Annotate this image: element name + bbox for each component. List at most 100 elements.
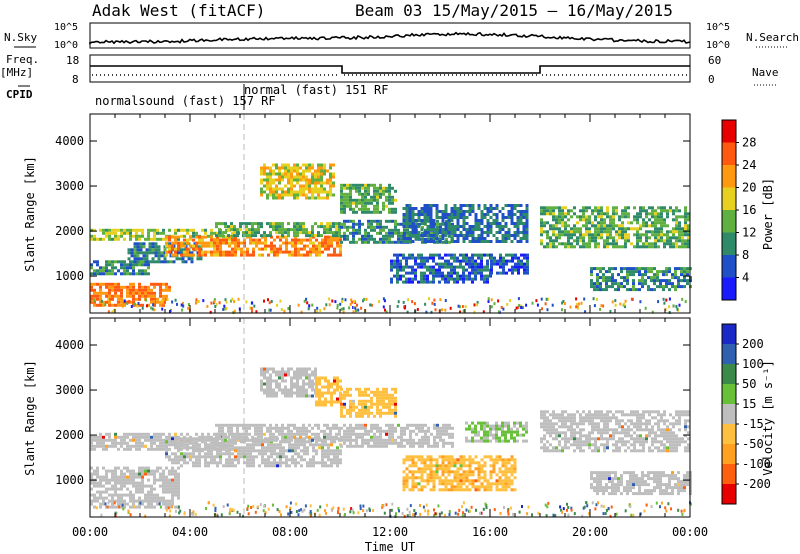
nsky-panel-frame <box>89 22 691 49</box>
velocity-ground-scatter <box>95 501 692 518</box>
power-x-ticks <box>89 114 691 313</box>
beam-label: Beam 03 <box>355 1 422 20</box>
nsky-tick-low-left: 10^0 <box>54 40 78 51</box>
cpid-segment-1: normalsound (fast) 157 RF <box>95 94 276 108</box>
power-ground-scatter <box>91 297 687 314</box>
colorbar-swatch <box>722 210 736 233</box>
cpid-label: CPID <box>6 88 33 101</box>
power-echo-band <box>490 253 529 275</box>
velocity-ylabel: Slant Range [km] <box>23 360 37 476</box>
freq-panel-frame <box>89 54 691 83</box>
y-tick-label: 3000 <box>55 179 84 193</box>
colorbar-swatch <box>722 484 736 505</box>
colorbar-swatch <box>722 404 736 425</box>
colorbar-swatch <box>722 255 736 278</box>
y-tick-label: 2000 <box>55 428 84 442</box>
power-panel: 1000 2000 3000 4000 Slant Range [km] 4 8 12 16… <box>23 113 775 314</box>
velocity-echo-band <box>90 466 180 509</box>
power-echo-band <box>540 206 690 249</box>
freq-trace <box>90 65 690 74</box>
nsky-label: N.Sky <box>4 31 37 44</box>
nave-tick-high: 60 <box>708 54 721 67</box>
x-tick-label: 04:00 <box>172 525 208 539</box>
colorbar-swatch <box>722 364 736 385</box>
cpid-segment-2: normal (fast) 151 RF <box>244 83 389 97</box>
y-tick-label: 4000 <box>55 338 84 352</box>
x-tick-label: 16:00 <box>472 525 508 539</box>
power-y-axis: 1000 2000 3000 4000 <box>55 134 690 283</box>
power-echo-band <box>90 282 171 307</box>
y-tick-label: 1000 <box>55 269 84 283</box>
power-colorbar: 4 8 12 16 20 24 28 <box>721 119 756 301</box>
velocity-x-ticks <box>89 318 691 517</box>
freq-tick-low: 8 <box>72 73 79 86</box>
colorbar-swatch <box>722 324 736 345</box>
freq-tick-high: 18 <box>66 54 79 67</box>
power-echo-band <box>340 183 397 214</box>
colorbar-swatch <box>722 142 736 166</box>
colorbar-swatch <box>722 120 736 143</box>
power-echo-layer <box>90 163 692 314</box>
nsky-tick-high-right: 10^5 <box>706 22 730 33</box>
power-echo-band <box>590 267 692 292</box>
x-tick-label: 00:00 <box>672 525 708 539</box>
velocity-echo-band <box>402 455 517 492</box>
colorbar-tick-label: -50 <box>742 437 764 451</box>
y-tick-label: 4000 <box>55 134 84 148</box>
figure-title: Adak West (fitACF) <box>92 1 265 20</box>
power-echo-band <box>165 235 342 257</box>
colorbar-tick-label: 28 <box>742 136 756 150</box>
colorbar-tick-label: 200 <box>742 337 764 351</box>
colorbar-tick-label: 12 <box>742 226 756 240</box>
colorbar-tick-label: 50 <box>742 377 756 391</box>
velocity-echo-band <box>315 376 342 407</box>
colorbar-tick-label: 8 <box>742 248 749 262</box>
colorbar-tick-label: 4 <box>742 271 749 285</box>
colorbar-tick-label: -100 <box>742 457 771 471</box>
velocity-echo-band <box>340 423 454 448</box>
x-axis-label: Time UT <box>365 540 416 554</box>
velocity-colorbar: 200 100 50 15 -15 -50 -100 -200 <box>721 323 771 505</box>
nave-label: Nave <box>752 66 779 79</box>
colorbar-tick-label: 20 <box>742 181 756 195</box>
nsky-trace <box>89 31 691 45</box>
nsky-tick-high-left: 10^5 <box>54 22 78 33</box>
colorbar-swatch <box>722 187 736 211</box>
date-range: 15/May/2015 – 16/May/2015 <box>432 1 673 20</box>
velocity-echo-band <box>340 387 397 418</box>
x-tick-label: 12:00 <box>372 525 408 539</box>
colorbar-swatch <box>722 344 736 365</box>
x-tick-label: 20:00 <box>572 525 608 539</box>
colorbar-tick-label: 24 <box>742 158 756 172</box>
colorbar-swatch <box>722 424 736 445</box>
power-echo-band <box>215 222 341 238</box>
freq-unit: [MHz] <box>0 66 33 79</box>
velocity-echo-band <box>465 421 528 443</box>
velocity-echo-band <box>590 471 692 496</box>
y-tick-label: 2000 <box>55 224 84 238</box>
velocity-panel: 1000 2000 3000 4000 Slant Range [km] 200 100… <box>23 317 775 518</box>
colorbar-swatch <box>722 277 736 301</box>
power-ylabel: Slant Range [km] <box>23 156 37 272</box>
colorbar-swatch <box>722 165 736 188</box>
colorbar-frame <box>721 323 737 505</box>
freq-label: Freq. <box>6 53 39 66</box>
x-tick-label: 08:00 <box>272 525 308 539</box>
power-echo-band <box>390 253 492 284</box>
colorbar-tick-label: 16 <box>742 203 756 217</box>
power-echo-band <box>260 163 335 200</box>
colorbar-swatch <box>722 444 736 465</box>
nave-tick-low: 0 <box>708 73 715 86</box>
colorbar-swatch <box>722 384 736 405</box>
colorbar-swatch <box>722 232 736 256</box>
x-tick-label: 00:00 <box>72 525 108 539</box>
power-colorbar-label: Power [dB] <box>761 178 775 250</box>
colorbar-tick-label: -200 <box>742 477 771 491</box>
y-tick-label: 1000 <box>55 473 84 487</box>
colorbar-tick-label: 100 <box>742 357 764 371</box>
colorbar-tick-label: -15 <box>742 417 764 431</box>
x-axis: 00:00 04:00 08:00 12:00 16:00 20:00 00:00 <box>72 525 708 539</box>
colorbar-swatch <box>722 464 736 485</box>
velocity-echo-band <box>215 423 341 442</box>
velocity-y-axis: 1000 2000 3000 4000 <box>55 338 690 487</box>
